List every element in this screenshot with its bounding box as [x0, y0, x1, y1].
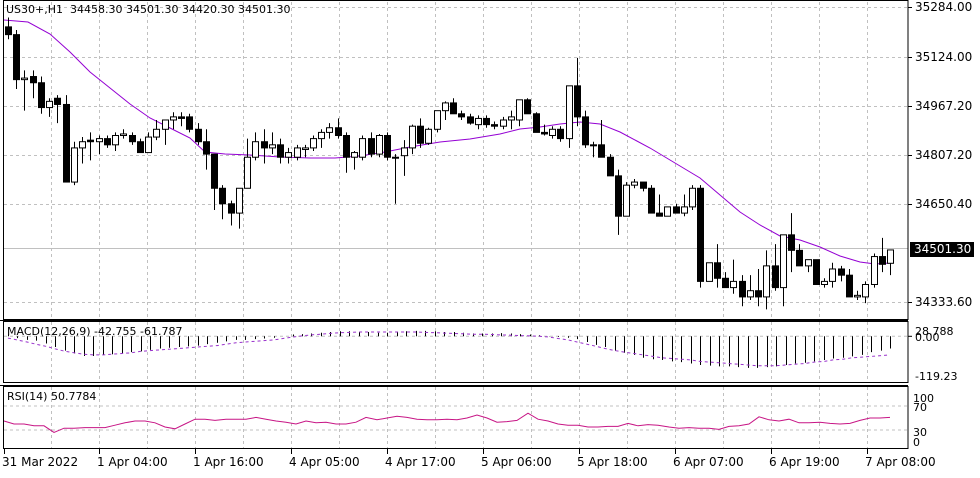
time-tick-label: 1 Apr 16:00	[193, 455, 264, 469]
time-tick-label: 6 Apr 19:00	[769, 455, 840, 469]
time-tick-label: 4 Apr 17:00	[385, 455, 456, 469]
candlestick-series	[5, 17, 894, 310]
price-tick-label: 34333.60	[915, 295, 973, 309]
rsi-series	[3, 412, 891, 433]
rsi-label: RSI(14) 50.7784	[7, 390, 97, 403]
time-tick-label: 1 Apr 04:00	[97, 455, 168, 469]
price-tick-label: 34807.20	[915, 148, 973, 162]
price-tick-label: 35124.00	[915, 50, 973, 64]
time-tick-label: 31 Mar 2022	[2, 455, 79, 469]
macd-series	[7, 330, 891, 368]
time-tick-label: 7 Apr 08:00	[865, 455, 936, 469]
rsi-axis-70: 70	[913, 401, 927, 414]
rsi-axis-100: 100	[913, 392, 934, 405]
rsi-axis-30: 30	[913, 426, 927, 439]
panel-borders	[0, 0, 912, 454]
grid-lines	[4, 2, 908, 449]
macd-axis-min: -119.23	[915, 370, 958, 383]
price-tick-label: 34967.20	[915, 99, 973, 113]
time-tick-label: 5 Apr 18:00	[577, 455, 648, 469]
time-tick-label: 4 Apr 05:00	[289, 455, 360, 469]
rsi-axis-0: 0	[913, 436, 920, 449]
moving-average-line	[3, 19, 891, 265]
time-tick-label: 5 Apr 06:00	[481, 455, 552, 469]
price-tick-label: 34650.40	[915, 197, 973, 211]
macd-label: MACD(12,26,9) -42.755 -61.787	[7, 325, 183, 338]
price-tick-label: 35284.00	[915, 0, 973, 14]
macd-axis-zero: 0.00	[915, 331, 940, 344]
time-tick-label: 6 Apr 07:00	[673, 455, 744, 469]
macd-axis-max: 28.788	[915, 325, 954, 338]
chart-title: US30+,H1 34458.30 34501.30 34420.30 3450…	[6, 3, 291, 16]
current-price-tag: 34501.30	[910, 242, 975, 257]
